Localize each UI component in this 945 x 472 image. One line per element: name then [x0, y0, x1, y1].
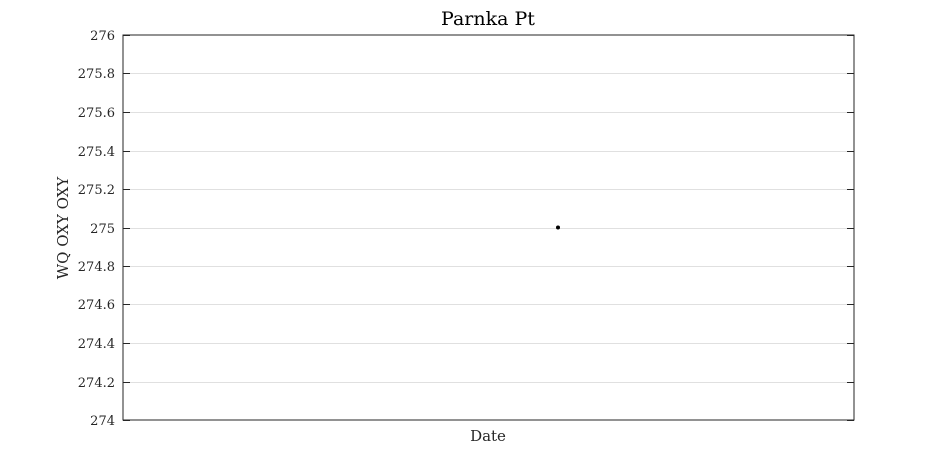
data-points	[556, 225, 560, 230]
y-axis-label: WQ OXY OXY	[54, 176, 72, 280]
y-tick-label: 275.6	[78, 106, 115, 121]
y-tick-label: 276	[90, 29, 115, 44]
plot-area	[122, 34, 855, 421]
y-tick-label: 274.2	[78, 376, 115, 391]
data-point	[556, 225, 560, 230]
y-tick-label: 274.8	[78, 260, 115, 275]
y-tick-label: 274.6	[78, 298, 115, 313]
y-ticks: 274 274.2 274.4 274.6 274.8 275 275.2 275.4 275.…	[78, 29, 854, 429]
y-tick-label: 275.4	[78, 145, 115, 160]
x-axis-label: Date	[470, 427, 506, 445]
chart-title: Parnka Pt	[441, 8, 535, 30]
grid-lines	[123, 73, 854, 383]
y-tick-label: 274.4	[78, 337, 115, 352]
y-tick-label: 275.8	[78, 67, 115, 82]
y-tick-label: 275	[90, 222, 115, 237]
y-tick-label: 275.2	[78, 183, 115, 198]
y-tick-label: 274	[90, 414, 115, 429]
